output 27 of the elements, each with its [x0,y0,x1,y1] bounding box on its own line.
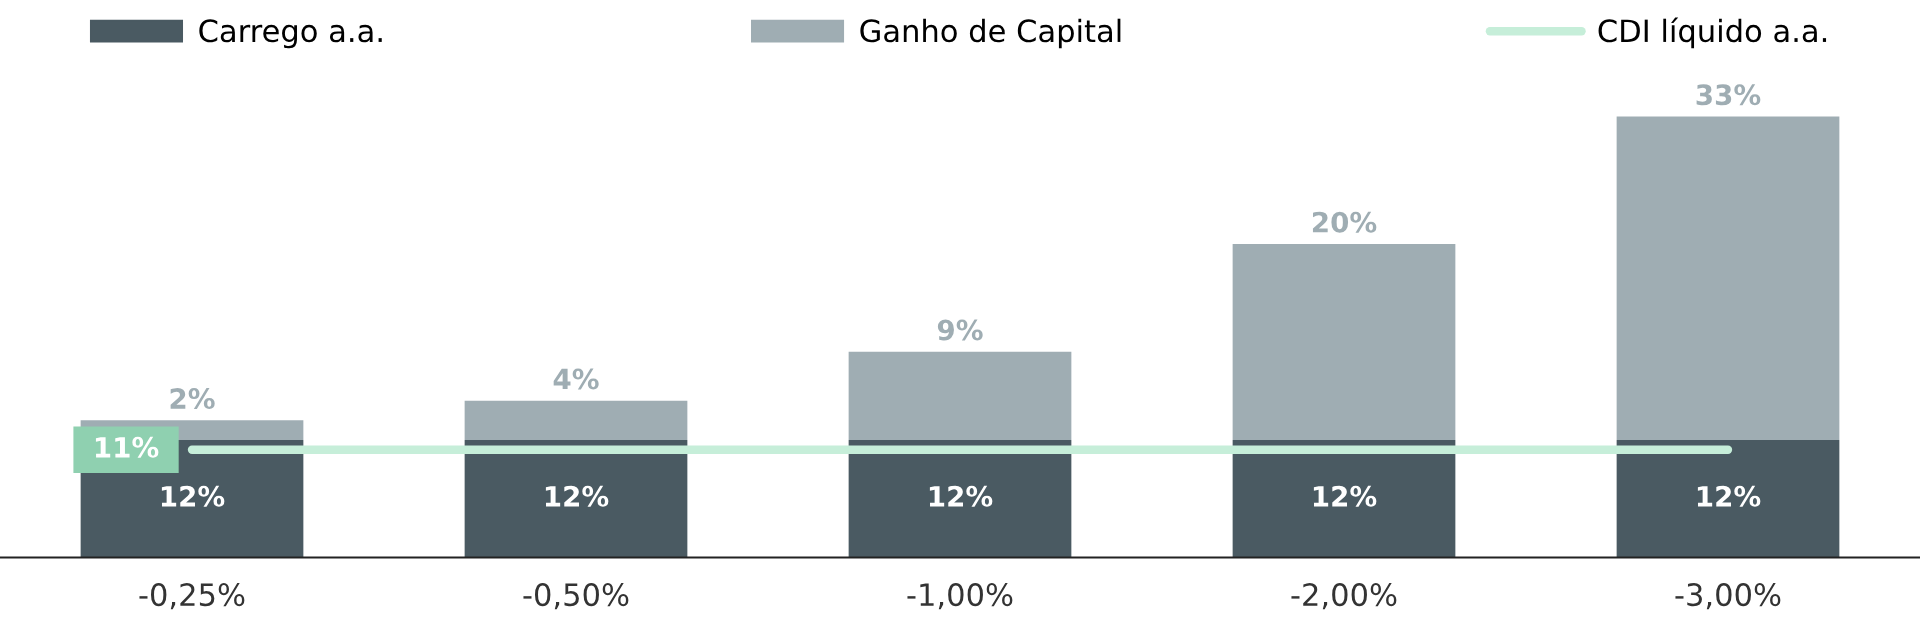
data-label: 9% [937,319,983,341]
x-tick-label: -0,50% [523,583,629,610]
legend-label: Ganho de Capital [860,18,1121,49]
data-label: 11% [95,436,159,458]
bar [1232,243,1456,440]
bar [848,351,1072,440]
data-label: 12% [929,485,993,507]
x-tick-label: -3,00% [1675,583,1781,610]
data-label: 12% [1313,485,1377,507]
bar [1616,116,1840,440]
x-tick-label: -1,00% [907,583,1013,610]
bar [1232,439,1456,558]
legend-label: CDI líquido a.a. [1598,17,1827,49]
data-label: 20% [1312,211,1377,233]
bar [848,439,1072,558]
data-label: 2% [170,388,215,410]
data-label: 4% [553,368,599,390]
data-label: 12% [545,485,609,507]
data-label: 12% [1697,485,1761,507]
bar [464,400,688,440]
legend-label: Carrego a.a. [199,19,382,49]
bar [464,439,688,558]
x-tick-label: -0,25% [139,583,245,610]
x-tick-label: -2,00% [1291,583,1397,610]
data-label: 12% [161,485,225,507]
data-label: 33% [1696,84,1761,106]
bar [1616,439,1840,558]
